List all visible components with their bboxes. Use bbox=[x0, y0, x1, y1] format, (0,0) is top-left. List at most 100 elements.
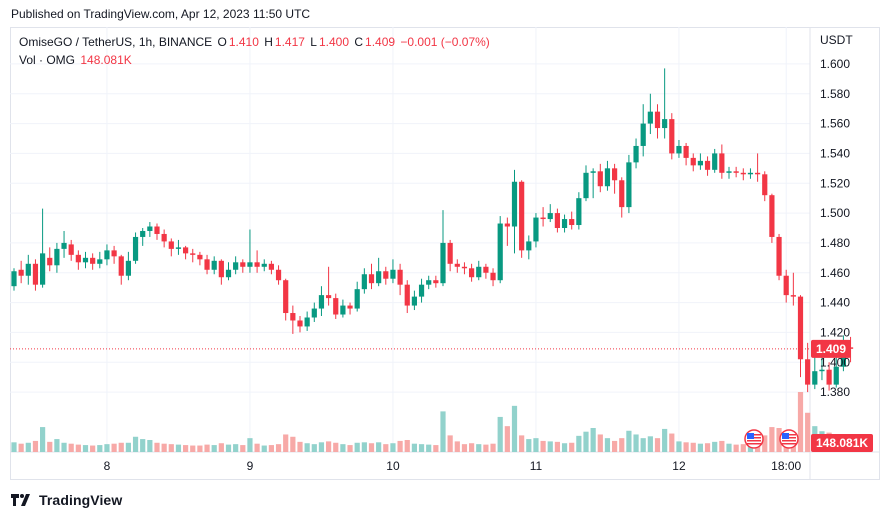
candle-body bbox=[740, 172, 746, 175]
candle-body bbox=[97, 259, 103, 264]
footer-brand[interactable]: TradingView bbox=[39, 492, 123, 508]
volume-bar bbox=[411, 443, 417, 452]
candle-body bbox=[447, 242, 453, 264]
y-tick-label: 1.400 bbox=[820, 355, 850, 369]
volume-bar bbox=[225, 444, 232, 452]
candle-body bbox=[476, 266, 482, 278]
legend-close: 1.409 bbox=[365, 35, 396, 49]
candle-body bbox=[168, 241, 174, 249]
candle-body bbox=[769, 195, 775, 237]
candle-body bbox=[726, 171, 732, 173]
us-flag-icon[interactable] bbox=[744, 429, 764, 449]
candle-body bbox=[812, 371, 818, 385]
volume-bar bbox=[590, 428, 596, 452]
candle-body bbox=[805, 359, 811, 385]
volume-bar bbox=[526, 439, 532, 452]
candle-body bbox=[40, 253, 46, 285]
volume-bar bbox=[340, 444, 346, 452]
candle-body bbox=[211, 260, 217, 270]
volume-bar bbox=[97, 445, 103, 452]
y-tick-label: 1.460 bbox=[820, 266, 850, 280]
volume-bar bbox=[183, 445, 189, 452]
volume-bar bbox=[32, 440, 39, 452]
candle-body bbox=[326, 295, 332, 299]
us-flag-icon[interactable] bbox=[779, 429, 799, 449]
volume-bar bbox=[797, 392, 804, 452]
volume-bar bbox=[90, 445, 96, 452]
volume-bar bbox=[612, 440, 618, 452]
chart-frame bbox=[10, 27, 880, 480]
candle-body bbox=[654, 111, 661, 129]
volume-bar bbox=[461, 444, 468, 452]
candle-body bbox=[390, 269, 396, 279]
candle-body bbox=[418, 284, 425, 297]
candle-body bbox=[597, 171, 603, 187]
volume-bar bbox=[40, 427, 46, 452]
legend-symbol: OmiseGO / TetherUS, 1h, BINANCE bbox=[19, 35, 213, 49]
candle-body bbox=[383, 271, 389, 279]
candle-body bbox=[125, 260, 131, 276]
volume-bar bbox=[140, 439, 146, 452]
volume-bar bbox=[626, 430, 632, 452]
volume-bar bbox=[247, 438, 253, 452]
candle-body bbox=[669, 119, 675, 154]
candle-body bbox=[633, 145, 639, 163]
tradingview-logo-icon[interactable] bbox=[11, 494, 33, 506]
candle-body bbox=[11, 271, 17, 287]
candlestick-chart[interactable]: USDT 1.380 1.400 1.420 1.440 1.460 1.480 1.500 1… bbox=[10, 27, 880, 480]
candle-body bbox=[140, 230, 146, 237]
volume-badge-label: 148.081K bbox=[816, 436, 868, 450]
candle-body bbox=[347, 305, 353, 309]
candle-body bbox=[132, 236, 139, 261]
volume-bar bbox=[454, 441, 460, 452]
candle-body bbox=[25, 263, 31, 276]
candle-body bbox=[583, 172, 589, 199]
volume-bar bbox=[132, 436, 139, 452]
volume-bar bbox=[333, 442, 339, 452]
candle-body bbox=[826, 369, 832, 385]
candle-body bbox=[504, 223, 510, 227]
volume-bar bbox=[561, 443, 568, 452]
candle-body bbox=[819, 369, 825, 372]
candle-body bbox=[297, 320, 303, 327]
volume-bar bbox=[726, 443, 732, 452]
candle-body bbox=[604, 168, 611, 187]
candle-body bbox=[354, 289, 360, 309]
candle-body bbox=[283, 280, 289, 314]
volume-bar bbox=[82, 445, 89, 452]
volume-bar bbox=[447, 435, 453, 452]
candle-body bbox=[61, 242, 67, 249]
candle-body bbox=[797, 296, 804, 360]
volume-bar bbox=[776, 428, 782, 452]
volume-bar bbox=[104, 444, 110, 452]
volume-bar bbox=[254, 443, 260, 452]
candle-body bbox=[454, 263, 460, 267]
candle-body bbox=[762, 174, 768, 196]
candle-body bbox=[154, 226, 160, 234]
candle-body bbox=[404, 284, 410, 306]
volume-bar bbox=[68, 443, 74, 452]
volume-bar bbox=[533, 438, 539, 452]
last-price-label: 1.409 bbox=[816, 342, 846, 356]
candle-body bbox=[469, 268, 475, 278]
volume-bar bbox=[318, 442, 325, 452]
candle-body bbox=[268, 263, 274, 270]
volume-bar bbox=[190, 445, 196, 452]
candle-body bbox=[368, 274, 375, 284]
volume-bar bbox=[490, 443, 496, 452]
candle-body bbox=[254, 262, 260, 267]
volume-bar bbox=[418, 444, 425, 452]
candle-body bbox=[433, 280, 439, 284]
candle-body bbox=[719, 153, 725, 173]
volume-bar bbox=[376, 442, 382, 452]
candle-body bbox=[790, 295, 796, 297]
candle-body bbox=[747, 172, 754, 175]
volume-bar bbox=[161, 443, 167, 452]
candle-body bbox=[275, 269, 282, 281]
candle-body bbox=[175, 247, 182, 249]
legend-ohlc: OmiseGO / TetherUS, 1h, BINANCE O 1.410 H… bbox=[19, 35, 492, 49]
volume-bar bbox=[654, 438, 661, 452]
candle-body bbox=[461, 266, 468, 269]
candle-body bbox=[90, 257, 96, 264]
published-note: Published on TradingView.com, Apr 12, 20… bbox=[11, 7, 311, 21]
